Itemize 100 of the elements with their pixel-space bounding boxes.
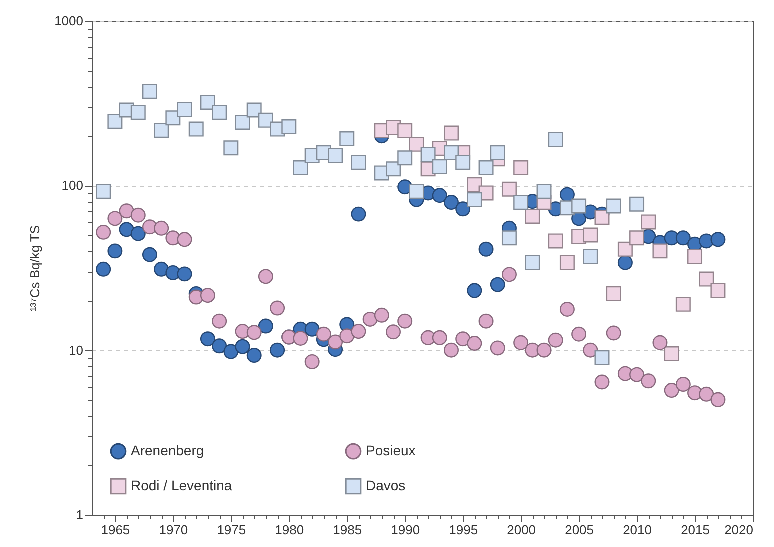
x-tick-label: 1985	[333, 522, 362, 538]
point	[177, 232, 192, 248]
point	[652, 244, 668, 259]
point	[664, 383, 680, 398]
y-tick-label: 1	[76, 508, 84, 522]
point	[108, 211, 123, 226]
x-tick-label: 1980	[275, 522, 304, 538]
point	[641, 214, 656, 230]
point	[699, 272, 714, 287]
point	[177, 102, 192, 118]
point	[456, 202, 471, 217]
legend-label: Davos	[366, 478, 406, 494]
point	[688, 249, 703, 264]
point	[362, 312, 378, 327]
legend-label: Posieux	[366, 442, 416, 459]
point	[456, 155, 471, 170]
point	[444, 145, 459, 160]
point	[606, 198, 622, 214]
point	[293, 331, 308, 346]
point	[583, 342, 598, 358]
point	[630, 230, 645, 246]
point	[548, 332, 564, 348]
point	[154, 220, 170, 236]
point	[96, 262, 112, 277]
point	[618, 255, 633, 270]
point	[502, 230, 517, 246]
point	[293, 160, 308, 176]
point	[386, 162, 401, 177]
point	[235, 339, 250, 354]
point	[119, 222, 134, 238]
point	[328, 148, 344, 164]
point	[467, 177, 482, 192]
point	[444, 342, 459, 358]
point	[444, 195, 459, 210]
point	[340, 132, 355, 147]
point	[676, 230, 691, 246]
point	[108, 244, 123, 259]
point	[699, 386, 714, 402]
point	[177, 266, 192, 282]
point	[710, 392, 726, 408]
point	[212, 105, 228, 120]
legend-label: Rodi / Leventina	[131, 478, 232, 494]
point	[108, 114, 123, 130]
point	[478, 314, 494, 329]
point	[154, 262, 170, 277]
point	[606, 286, 622, 302]
point	[572, 326, 587, 342]
point	[560, 187, 575, 202]
point	[467, 283, 482, 298]
point	[351, 324, 366, 340]
point	[340, 328, 355, 344]
point	[514, 195, 529, 210]
point	[130, 105, 146, 120]
x-tick-label: 1970	[159, 522, 188, 538]
point	[328, 334, 344, 350]
point	[490, 340, 506, 356]
point	[212, 314, 228, 329]
x-tick-label: 2010	[623, 522, 652, 538]
point	[235, 114, 250, 130]
point	[478, 186, 494, 201]
legend-label: Arenenberg	[131, 442, 204, 459]
x-tick-label: 1995	[449, 522, 478, 538]
point	[96, 224, 112, 240]
point	[502, 182, 517, 197]
point	[304, 322, 320, 337]
point	[525, 255, 540, 270]
point	[444, 126, 459, 141]
point	[270, 300, 286, 316]
y-tick-label: 1000	[54, 14, 84, 28]
point	[432, 159, 448, 174]
point	[142, 84, 158, 100]
point	[316, 326, 332, 342]
point	[490, 277, 506, 292]
point	[606, 326, 622, 341]
point	[270, 342, 286, 358]
point	[560, 302, 575, 317]
y-axis-title: ¹³⁷Cs Bq/kg TS	[28, 225, 43, 312]
point	[351, 155, 366, 170]
point	[618, 242, 633, 257]
point	[594, 374, 610, 390]
point	[432, 330, 448, 346]
point	[572, 198, 587, 214]
x-tick-label: 2015	[681, 522, 710, 538]
point	[710, 283, 726, 298]
point	[398, 150, 413, 166]
point	[119, 204, 134, 219]
point	[212, 338, 228, 354]
point	[200, 332, 216, 347]
point	[676, 296, 691, 312]
x-tick-label: 2000	[507, 522, 536, 538]
x-tick-label: 1975	[217, 522, 246, 538]
point	[374, 308, 390, 323]
point	[409, 136, 424, 152]
y-tick-label: 10	[69, 342, 84, 358]
point	[420, 147, 436, 162]
point	[409, 184, 424, 200]
point	[478, 242, 494, 257]
point	[246, 325, 262, 340]
point	[130, 226, 146, 242]
point	[200, 94, 216, 110]
